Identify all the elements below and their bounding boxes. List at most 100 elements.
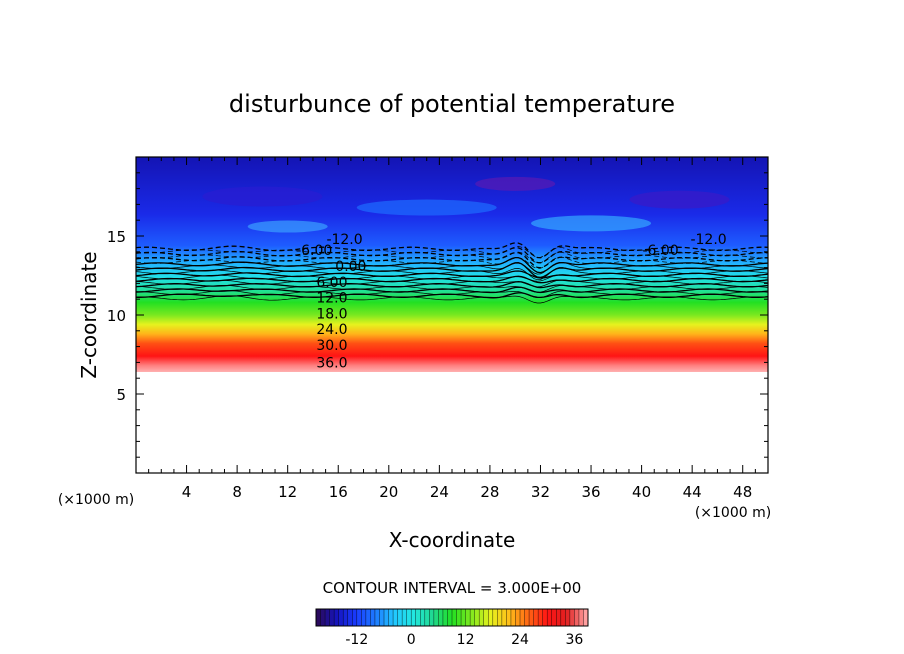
colorbar-cell: [497, 609, 503, 626]
contour-line: [136, 281, 768, 289]
y-axis-label: Z-coordinate: [77, 251, 101, 378]
colorbar-cell: [361, 609, 367, 626]
colorbar-tick-label: -12: [345, 632, 368, 648]
contour-label: -12.0: [690, 232, 726, 248]
colorbar-cell: [578, 609, 584, 626]
colorbar-cell: [379, 609, 385, 626]
colorbar-cell: [352, 609, 358, 626]
colorbar-cell: [334, 609, 339, 626]
anomaly-region-3: [247, 220, 328, 233]
colorbar-cell: [370, 609, 376, 626]
chart-title: disturbunce of potential temperature: [229, 90, 675, 118]
contour-label: -6.00: [642, 243, 678, 259]
contour-label: 12.0: [316, 291, 347, 307]
x-tick-label: 8: [232, 483, 242, 501]
colorbar-cell: [442, 609, 448, 626]
colorbar-tick-labels: -12 0 12 24 36: [345, 632, 583, 648]
x-tick-label: 36: [581, 483, 600, 501]
x-tick-label: 24: [430, 483, 449, 501]
colorbar-cell: [583, 609, 589, 626]
contour-label: 36.0: [316, 355, 347, 371]
colorbar-cell: [411, 609, 417, 626]
x-unit-left: (×1000 m): [58, 492, 134, 508]
colorbar-cell: [456, 609, 462, 626]
x-axis: 4 8 12 16 20 24 28 32 36 40 44 48: [148, 157, 756, 501]
x-axis-label: X-coordinate: [389, 528, 516, 552]
colorbar-cell: [388, 609, 394, 626]
x-unit-right: (×1000 m): [695, 505, 771, 521]
colorbar-cell: [329, 609, 335, 626]
colorbar-cell: [429, 609, 435, 626]
colorbar-tick-label: 36: [565, 632, 583, 648]
colorbar-cell: [520, 609, 525, 626]
colorbar-cell: [569, 609, 575, 626]
colorbar-cell: [452, 609, 457, 626]
colorbar-cell: [538, 609, 543, 626]
colorbar-cell: [501, 609, 507, 626]
upper-anomaly-regions: [202, 176, 730, 233]
contour-line: [136, 247, 768, 264]
contour-line: [136, 251, 768, 269]
colorbar-cell: [356, 609, 362, 626]
anomaly-region-5: [356, 199, 497, 216]
colorbar-cell: [365, 609, 371, 626]
colorbar-cell: [415, 609, 421, 626]
colorbar-cell: [529, 609, 534, 626]
x-tick-label: 40: [632, 483, 651, 501]
contour-label-group: -12.0 -12.0-6.00 -6.000.006.0012.018.024.0…: [296, 232, 727, 371]
anomaly-region-0: [475, 176, 556, 191]
colorbar-cell: [447, 609, 453, 626]
colorbar-cell: [547, 609, 553, 626]
contour-label: 24.0: [316, 322, 347, 338]
contour-lines: [136, 242, 768, 304]
contour-line: [136, 274, 768, 282]
x-tick-label: 4: [182, 483, 192, 501]
colorbar-cell: [560, 609, 566, 626]
colorbar-tick-label: 12: [457, 632, 475, 648]
y-tick-label: 15: [107, 228, 126, 246]
x-tick-label: 28: [480, 483, 499, 501]
colorbar-cell: [374, 609, 380, 626]
contour-line: [136, 242, 768, 259]
colorbar-cell: [483, 609, 489, 626]
colorbar-cell: [524, 609, 530, 626]
x-tick-label: 44: [683, 483, 702, 501]
colorbar-cell: [551, 609, 557, 626]
x-tick-label: 32: [531, 483, 550, 501]
anomaly-region-4: [531, 215, 652, 232]
colorbar-cell: [320, 609, 326, 626]
colorbar-cell: [420, 609, 426, 626]
colorbar-tick-label: 24: [511, 632, 529, 648]
contour-label: 6.00: [316, 275, 347, 291]
colorbar-cell: [338, 609, 344, 626]
contour-label: 30.0: [316, 338, 347, 354]
colorbar-cell: [347, 609, 353, 626]
colorbar-cell: [479, 609, 485, 626]
colorbar-cell: [565, 609, 571, 626]
colorbar-cell: [556, 609, 562, 626]
colorbar-cell: [406, 609, 412, 626]
colorbar-cell: [488, 609, 494, 626]
x-tick-label: 12: [278, 483, 297, 501]
colorbar-cell: [465, 609, 471, 626]
colorbar-cell: [402, 609, 407, 626]
colorbar-cell: [506, 609, 512, 626]
contour-line: [136, 295, 768, 304]
colorbar-tick-label: 0: [407, 632, 416, 648]
colorbar-cell: [397, 609, 403, 626]
y-axis: 5 10 15: [107, 172, 768, 458]
x-tick-label: 20: [379, 483, 398, 501]
colorbar-cell: [574, 609, 580, 626]
y-tick-label: 10: [107, 307, 126, 325]
colorbar-cell: [461, 609, 466, 626]
anomaly-region-1: [202, 186, 323, 207]
colorbar-cell: [510, 609, 516, 626]
colorbar-cell: [325, 609, 330, 626]
contour-label: 18.0: [316, 306, 347, 322]
colorbar-cell: [438, 609, 444, 626]
contour-line: [136, 279, 768, 288]
colorbar-cell: [492, 609, 498, 626]
contour-label: -12.0: [326, 232, 362, 248]
colorbar-cell: [533, 609, 539, 626]
